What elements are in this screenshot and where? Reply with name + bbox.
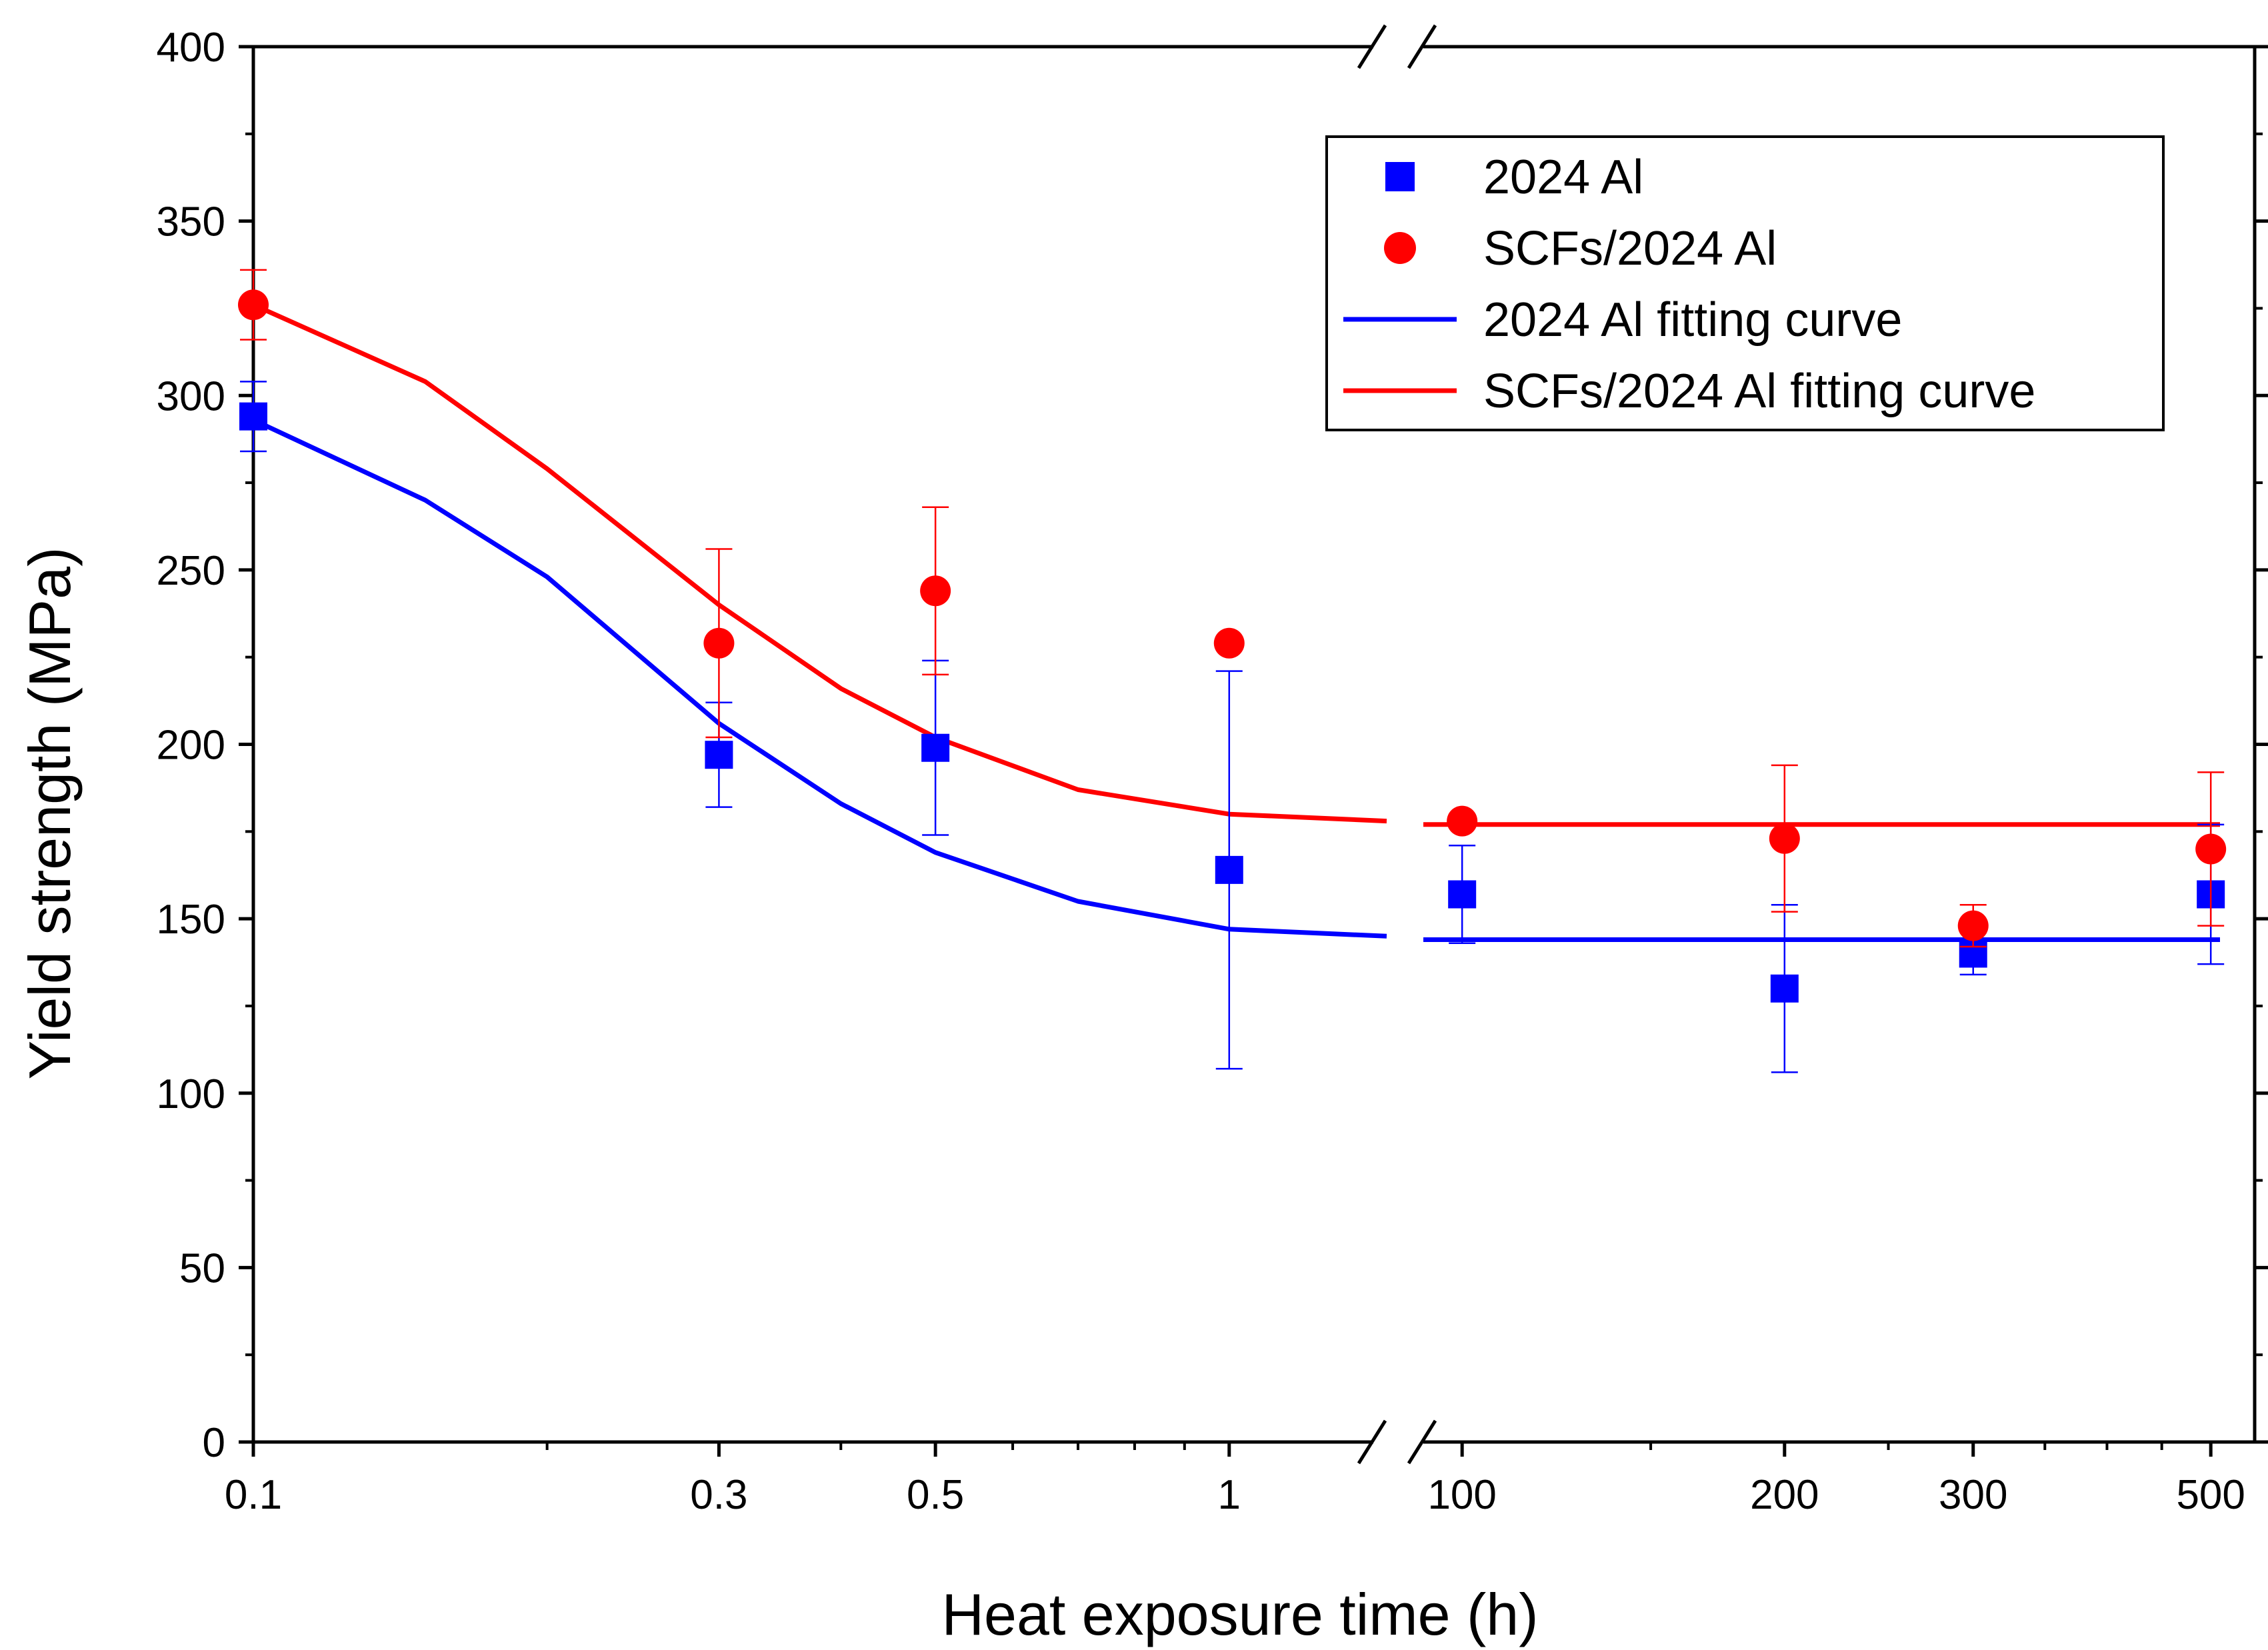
y-tick-label: 0 [203, 1420, 225, 1466]
fit-curve [252, 303, 1387, 824]
y-tick-label: 250 [157, 548, 225, 594]
legend-marker-square [1385, 162, 1415, 191]
x-tick-label: 0.5 [907, 1472, 964, 1518]
x-tick-label: 500 [2176, 1472, 2245, 1518]
legend: 2024 Al SCFs/2024 Al 2024 Al fitting curve… [1325, 135, 2165, 431]
data-point-square [705, 741, 733, 769]
data-point-circle [1769, 823, 1800, 854]
legend-label: SCFs/2024 Al [1483, 222, 1777, 275]
fit-curve [252, 417, 1387, 939]
x-tick-label: 0.1 [225, 1472, 282, 1518]
legend-box [1325, 135, 2165, 431]
y-tick-label: 400 [157, 25, 225, 71]
data-point-square [1448, 880, 1477, 909]
y-tick-label: 350 [157, 199, 225, 245]
data-point-circle [1447, 805, 1478, 837]
x-tick-label: 0.3 [690, 1472, 747, 1518]
data-point-circle [703, 627, 735, 659]
data-point-square [1215, 855, 1243, 884]
axis-break-mark [1407, 24, 1437, 69]
legend-label: 2024 Al [1483, 151, 1643, 204]
data-point-circle [1957, 910, 1989, 941]
axis-break-mark [1407, 1419, 1437, 1465]
data-point-square [239, 402, 267, 431]
legend-marker-circle [1384, 232, 1416, 264]
data-point-circle [1213, 627, 1245, 659]
y-tick-label: 50 [179, 1245, 225, 1291]
data-point-circle [238, 289, 269, 321]
x-axis-title: Heat exposure time (h) [941, 1581, 1538, 1647]
y-tick-label: 300 [157, 373, 225, 419]
data-point-square [921, 733, 950, 762]
x-tick-label: 100 [1427, 1472, 1496, 1518]
axis-break-mark [1357, 1419, 1387, 1465]
y-axis-title: Yield strength (MPa) [17, 547, 83, 1080]
x-tick-label: 200 [1750, 1472, 1819, 1518]
y-tick-label: 150 [157, 897, 225, 943]
axis-break-mark [1357, 24, 1387, 69]
y-tick-label: 100 [157, 1071, 225, 1117]
x-tick-label: 1 [1218, 1472, 1241, 1518]
legend-label: SCFs/2024 Al fitting curve [1483, 365, 2035, 418]
data-point-square [1770, 974, 1799, 1003]
y-tick-label: 200 [157, 723, 225, 769]
x-tick-label: 300 [1939, 1472, 2007, 1518]
data-point-circle [920, 575, 951, 607]
legend-label: 2024 Al fitting curve [1483, 293, 1902, 347]
data-point-circle [2195, 833, 2227, 865]
